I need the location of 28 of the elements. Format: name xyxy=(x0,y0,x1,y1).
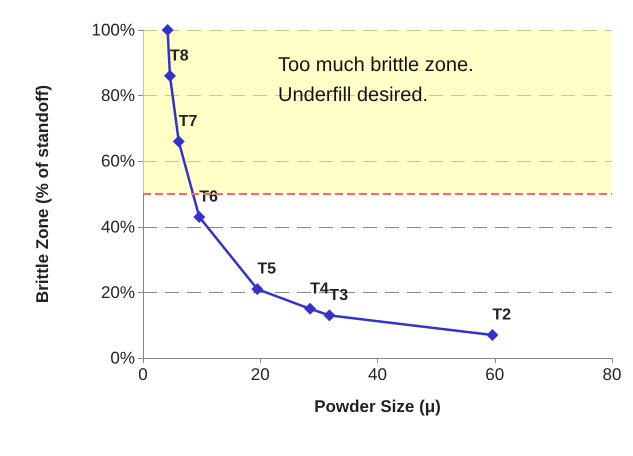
data-label: T8 xyxy=(170,47,189,64)
y-tick-label: 80% xyxy=(100,86,135,106)
band-label: Too much brittle zone. Underfill desired. xyxy=(278,54,474,106)
y-tick-label: 20% xyxy=(100,282,135,302)
data-label: T3 xyxy=(329,286,348,304)
data-label: T2 xyxy=(492,306,512,324)
point xyxy=(193,210,206,223)
x-tick-label: 0 xyxy=(138,365,148,384)
y-tick-label: 60% xyxy=(100,152,135,171)
point xyxy=(172,136,185,148)
point xyxy=(164,70,176,82)
y-tick-label: 100% xyxy=(92,20,135,40)
y-axis-title: Brittle Zone (% of standoff) xyxy=(33,84,52,304)
data-label: T5 xyxy=(257,260,276,278)
point xyxy=(251,283,264,296)
x-tick-label: 60 xyxy=(485,365,504,384)
x-tick-label: 40 xyxy=(368,365,387,384)
x-tick-label: 20 xyxy=(250,365,270,384)
y-tick-label: 0% xyxy=(110,348,135,368)
x-axis-title: Powder Size (μ) xyxy=(314,397,441,416)
data-label: T4 xyxy=(310,280,329,298)
point xyxy=(486,329,498,342)
x-tick-label: 80 xyxy=(602,365,622,384)
point xyxy=(304,302,316,315)
data-label: T7 xyxy=(178,113,198,130)
y-tick-label: 40% xyxy=(100,217,135,236)
point xyxy=(323,309,336,322)
point xyxy=(162,24,174,36)
